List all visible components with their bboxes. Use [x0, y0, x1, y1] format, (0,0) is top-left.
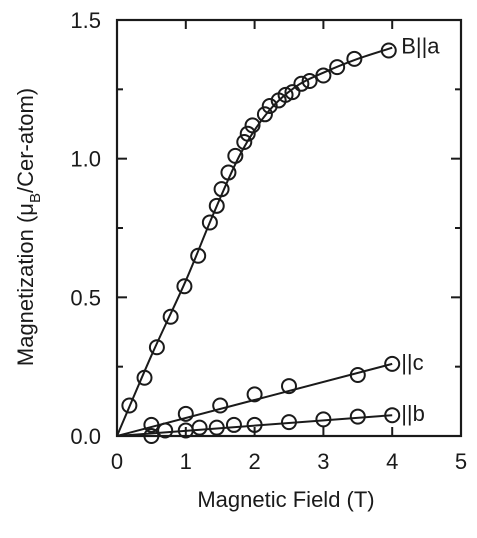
data-markers: [121, 42, 401, 444]
fit-curve: [116, 46, 393, 437]
data-point: [177, 405, 194, 422]
data-point: [281, 378, 297, 395]
y-tick-label: 1.5: [70, 8, 101, 33]
data-point: [349, 366, 366, 383]
data-point: [208, 419, 225, 436]
y-axis-title-sub: B: [27, 193, 44, 203]
data-point: [213, 181, 230, 198]
data-point: [293, 75, 310, 92]
series-label: B||a: [401, 34, 440, 59]
data-point: [162, 308, 179, 325]
data-point: [121, 397, 138, 414]
data-point: [346, 50, 363, 67]
data-point: [281, 414, 297, 431]
data-point: [201, 214, 218, 231]
data-point: [148, 339, 165, 356]
data-point: [227, 147, 244, 164]
x-tick-label: 2: [248, 449, 260, 474]
data-point: [239, 125, 256, 142]
data-point: [244, 117, 261, 134]
x-axis-title: Magnetic Field (T): [197, 487, 374, 512]
x-axis-ticks: 0 1 2 3 4 5: [111, 20, 467, 474]
data-point: [225, 416, 242, 433]
data-point: [329, 59, 346, 76]
y-axis-ticks: 0.0 0.5 1.0 1.5: [70, 8, 461, 449]
data-point: [284, 84, 301, 101]
data-point: [380, 42, 397, 59]
data-point: [246, 386, 263, 403]
series-label: ||c: [401, 350, 423, 375]
data-point: [246, 416, 263, 433]
data-point: [261, 97, 278, 114]
y-axis-title-tail: /Cer-atom): [13, 88, 38, 193]
data-point: [315, 67, 332, 84]
data-point: [256, 106, 273, 123]
data-point: [143, 416, 160, 433]
data-point: [220, 164, 237, 181]
y-tick-label: 0.0: [70, 424, 101, 449]
data-point: [143, 428, 160, 444]
x-tick-label: 5: [455, 449, 467, 474]
data-point: [315, 411, 332, 428]
data-point: [277, 86, 294, 103]
data-point: [349, 408, 366, 425]
data-point: [208, 197, 225, 214]
x-tick-label: 4: [386, 449, 398, 474]
data-point: [157, 422, 174, 439]
data-point: [384, 407, 401, 424]
series-labels: B||a ||c ||b: [401, 34, 440, 426]
y-tick-label: 1.0: [70, 147, 101, 172]
data-point: [190, 247, 207, 264]
y-axis-title-main: Magnetization (μ: [13, 203, 38, 366]
y-tick-label: 0.5: [70, 285, 101, 310]
x-tick-label: 0: [111, 449, 123, 474]
data-point: [212, 397, 229, 414]
data-point: [384, 355, 401, 372]
data-point: [301, 73, 318, 90]
data-point: [136, 369, 153, 386]
data-point: [176, 278, 193, 295]
y-axis-title: Magnetization (μB/Cer-atom): [13, 88, 44, 366]
fit-curve: [116, 414, 393, 437]
data-point: [236, 134, 253, 151]
x-tick-label: 3: [317, 449, 329, 474]
series-label: ||b: [401, 401, 425, 426]
data-point: [191, 419, 208, 436]
x-tick-label: 1: [180, 449, 192, 474]
